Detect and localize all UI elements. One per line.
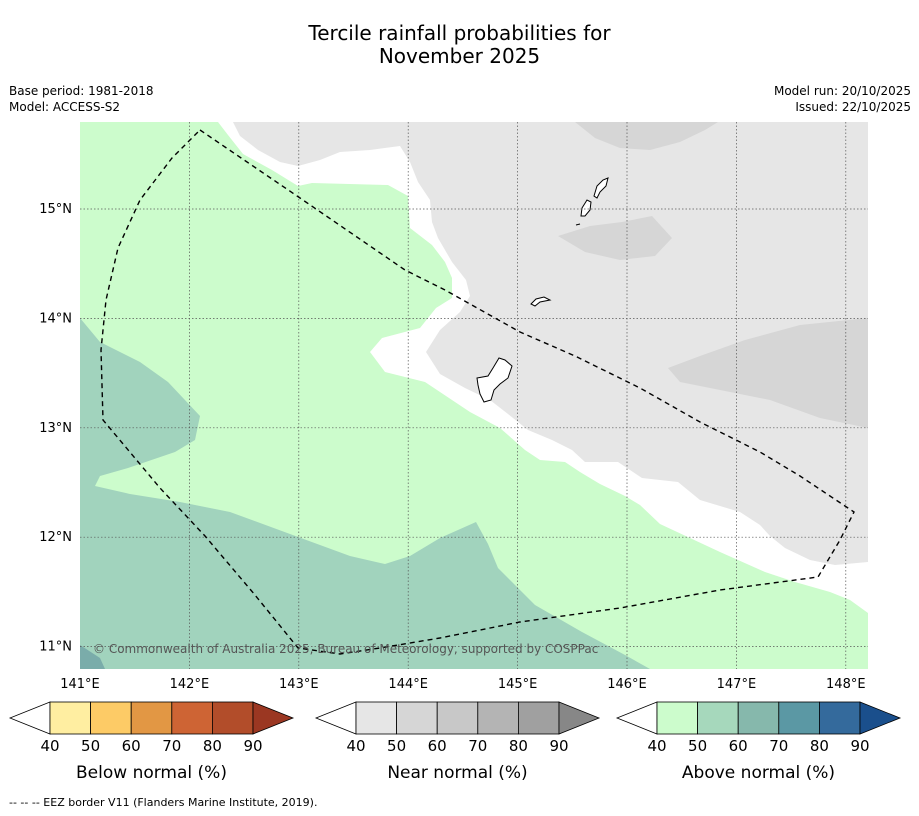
- island-rota: [530, 296, 552, 307]
- colorbar-high-extend: [252, 701, 295, 735]
- title-line-1: Tercile rainfall probabilities for: [308, 21, 611, 45]
- lat-tick-label: 14°N: [39, 311, 72, 326]
- eez-footnote: -- -- -- EEZ border V11 (Flanders Marine…: [9, 796, 318, 809]
- meta-left: Base period: 1981-2018 Model: ACCESS-S2: [9, 83, 154, 115]
- colorbar-tick-label: 40: [40, 737, 59, 755]
- lon-tick-label: 146°E: [607, 677, 647, 692]
- colorbar-swatch: [778, 701, 820, 735]
- colorbar-below: 40 50 60 70 80 90 Below normal (%): [8, 701, 295, 783]
- colorbar-swatch: [355, 701, 397, 735]
- colorbar-tick-label: 50: [81, 737, 100, 755]
- longitude-labels: 141°E 142°E 143°E 144°E 145°E 146°E 147°E 148°E: [60, 677, 865, 692]
- colorbar-title: Below normal (%): [76, 763, 227, 783]
- map-area: © Commonwealth of Australia 2025, Bureau…: [80, 122, 868, 669]
- colorbar-title: Above normal (%): [682, 763, 835, 783]
- colorbar-swatch: [656, 701, 698, 735]
- colorbar-tick-label: 50: [688, 737, 707, 755]
- colorbar-swatch: [477, 701, 519, 735]
- region-above-60: [80, 645, 105, 669]
- colorbar-tick-label: 40: [647, 737, 666, 755]
- graticule: [80, 122, 868, 669]
- colorbar-tick-label: 90: [243, 737, 262, 755]
- colorbar-title: Near normal (%): [387, 763, 527, 783]
- region-near-50-b: [558, 216, 672, 260]
- lat-tick-label: 13°N: [39, 421, 72, 436]
- lat-tick-label: 15°N: [39, 202, 72, 217]
- colorbar-swatch: [171, 701, 213, 735]
- issued-date: Issued: 22/10/2025: [795, 100, 911, 114]
- region-near-40: [233, 122, 868, 565]
- colorbar-high-extend: [859, 701, 902, 735]
- island-saipan: [593, 177, 609, 199]
- colorbar-tick-label: 60: [729, 737, 748, 755]
- map-title: Tercile rainfall probabilities for Novem…: [0, 22, 919, 68]
- colorbar-swatch: [737, 701, 780, 735]
- lon-tick-label: 142°E: [170, 677, 210, 692]
- colorbar-swatch: [436, 701, 479, 735]
- model-run: Model run: 20/10/2025: [773, 84, 911, 98]
- colorbar-low-extend: [314, 701, 357, 735]
- island-aguijan: [575, 223, 581, 226]
- colorbar-tick-label: 90: [850, 737, 869, 755]
- region-near-50-a: [575, 122, 718, 150]
- lon-tick-label: 148°E: [826, 677, 866, 692]
- colorbar-above: 40 50 60 70 80 90 Above normal (%): [615, 701, 902, 783]
- colorbar-low-extend: [615, 701, 658, 735]
- colorbar-swatch: [49, 701, 91, 735]
- colorbar-tick-label: 80: [509, 737, 528, 755]
- title-line-2: November 2025: [378, 44, 541, 68]
- latitude-labels: 15°N 14°N 13°N 12°N 11°N: [39, 202, 72, 655]
- colorbar-swatch: [90, 701, 132, 735]
- lon-tick-label: 144°E: [388, 677, 428, 692]
- meta-right: Model run: 20/10/2025 Issued: 22/10/2025: [774, 83, 911, 115]
- colorbar-tick-label: 70: [162, 737, 181, 755]
- colorbar-tick-label: 70: [769, 737, 788, 755]
- eez-border: [100, 129, 855, 655]
- colorbar-swatch: [130, 701, 173, 735]
- colorbar-swatch: [697, 701, 739, 735]
- region-above-50: [80, 318, 650, 669]
- island-tinian: [580, 199, 592, 217]
- region-near-50-c: [668, 318, 868, 428]
- colorbar-tick-label: 90: [549, 737, 568, 755]
- colorbar-swatch: [211, 701, 254, 735]
- lat-tick-label: 11°N: [39, 640, 72, 655]
- colorbar-high-extend: [558, 701, 601, 735]
- colorbar-tick-label: 50: [387, 737, 406, 755]
- colorbar-near: 40 50 60 70 80 90 Near normal (%): [314, 701, 601, 783]
- colorbar-swatch: [396, 701, 438, 735]
- colorbar-swatch: [819, 701, 861, 735]
- islands: [476, 177, 609, 403]
- base-period: Base period: 1981-2018: [9, 84, 154, 98]
- colorbar-tick-label: 70: [468, 737, 487, 755]
- colorbar-tick-label: 80: [203, 737, 222, 755]
- lat-tick-label: 12°N: [39, 530, 72, 545]
- colorbar-tick-label: 40: [346, 737, 365, 755]
- colorbar-tick-label: 80: [810, 737, 829, 755]
- model-name: Model: ACCESS-S2: [9, 100, 121, 114]
- colorbar-swatch: [518, 701, 560, 735]
- lon-tick-label: 143°E: [279, 677, 319, 692]
- lon-tick-label: 147°E: [717, 677, 757, 692]
- island-guam: [476, 357, 513, 403]
- lon-tick-label: 145°E: [498, 677, 538, 692]
- copyright-notice: © Commonwealth of Australia 2025, Bureau…: [93, 642, 598, 656]
- lon-tick-label: 141°E: [60, 677, 100, 692]
- colorbar-tick-label: 60: [122, 737, 141, 755]
- colorbar-low-extend: [8, 701, 51, 735]
- colorbar-tick-label: 60: [428, 737, 447, 755]
